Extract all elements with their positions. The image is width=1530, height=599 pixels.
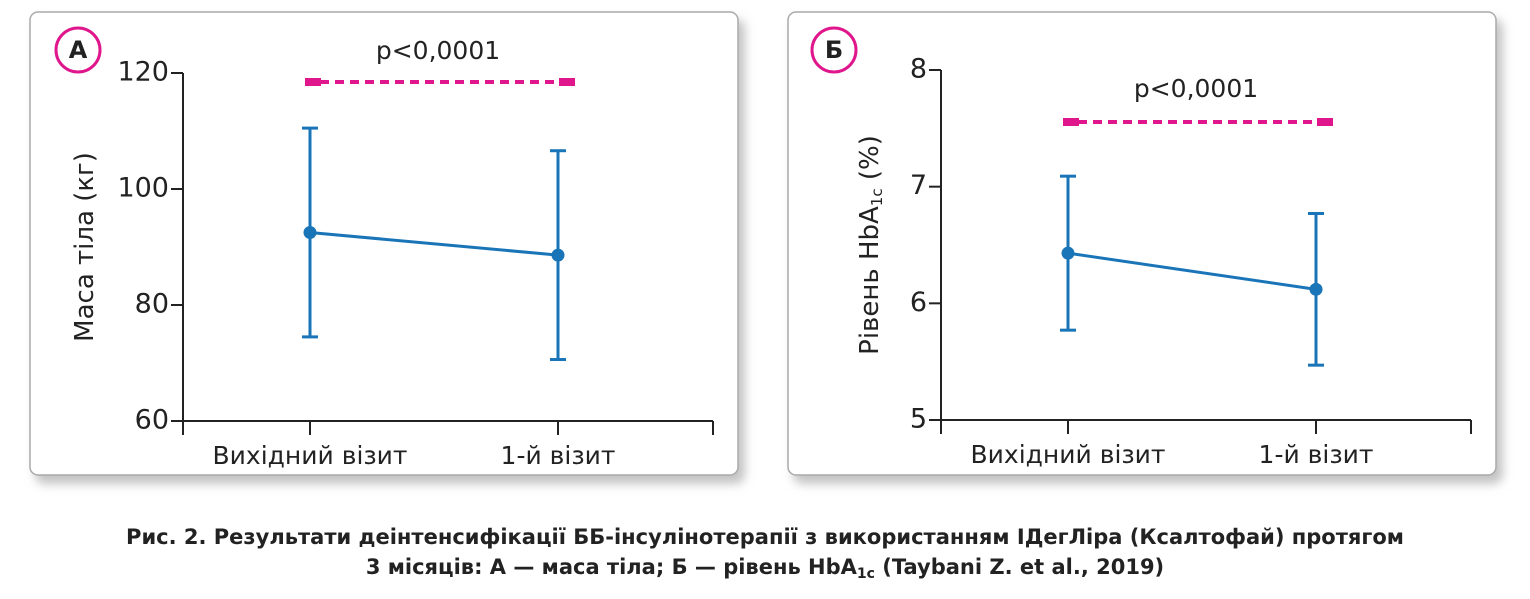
y-tick-label: 8 (910, 54, 927, 85)
y-tick-label: 120 (117, 57, 169, 88)
panel-box (787, 11, 1497, 476)
y-tick-label: 100 (117, 173, 169, 204)
x-tick-label: 1-й візит (1259, 440, 1374, 469)
caption-line: 3 місяців: А — маса тіла; Б — рівень HbA… (366, 555, 1164, 582)
y-axis-label: Маса тіла (кг) (70, 152, 100, 342)
y-axis-label-part: (%) (855, 135, 885, 188)
y-axis-label: Рівень HbA1c (%) (855, 135, 886, 355)
significance-end (1063, 118, 1079, 126)
x-tick-label: 1-й візит (501, 441, 616, 470)
panel-letter-circle (54, 26, 102, 74)
panel-letter-circle (810, 26, 858, 74)
y-tick-label: 5 (910, 404, 927, 435)
significance-end (305, 78, 321, 86)
x-tick-label: Вихідний візит (971, 440, 1166, 469)
data-line (309, 231, 559, 257)
significance-end (1317, 118, 1333, 126)
data-point (1309, 282, 1323, 296)
data-line (1067, 251, 1317, 291)
caption-subscript: 1c (857, 566, 875, 582)
panel-letter: Б (825, 36, 843, 64)
x-tick-label: Вихідний візит (213, 441, 408, 470)
data-point (551, 248, 565, 262)
p-value: p<0,0001 (1134, 74, 1258, 103)
y-axis-label-part: 1c (868, 188, 886, 206)
y-tick-label: 6 (910, 287, 927, 318)
y-tick-label: 7 (910, 170, 927, 201)
y-tick-label: 60 (135, 405, 169, 436)
y-tick-label: 80 (135, 289, 169, 320)
caption-text: (Taybani Z. et al., 2019) (875, 555, 1164, 579)
y-axis-label-part: Рівень HbA (855, 206, 885, 355)
caption-line: Рис. 2. Результати деінтенсифікації ББ-і… (126, 525, 1404, 549)
panel-letter: А (69, 36, 88, 64)
significance-end (559, 78, 575, 86)
y-axis-label-part: Маса тіла (кг) (70, 152, 100, 342)
caption-text: 3 місяців: А — маса тіла; Б — рівень HbA (366, 555, 858, 579)
data-point (303, 226, 317, 239)
p-value: p<0,0001 (376, 36, 500, 65)
data-point (1061, 246, 1075, 260)
